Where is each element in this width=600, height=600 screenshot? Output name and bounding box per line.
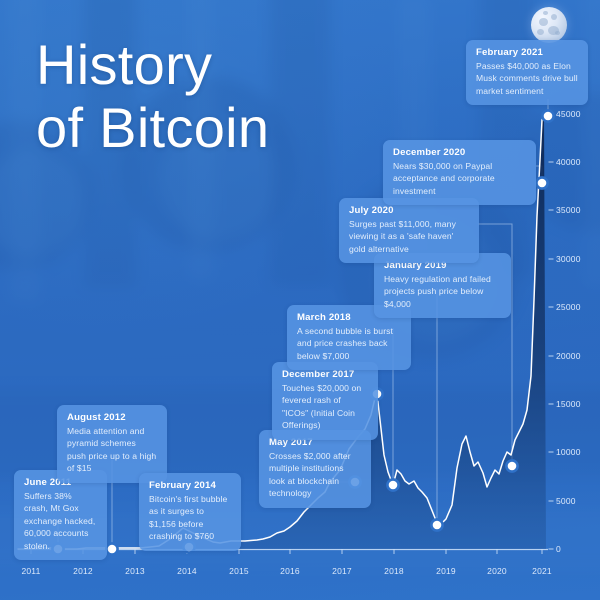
callout-january-2019[interactable]: January 2019 Heavy regulation and failed… [374, 253, 511, 319]
x-tick-2017: 2017 [332, 566, 352, 576]
y-axis-ticks [548, 113, 554, 550]
callout-description: Suffers 38% crash, Mt Gox exchange hacke… [24, 491, 96, 551]
callout-description: Crosses $2,000 after multiple institutio… [269, 451, 351, 499]
x-tick-2020: 2020 [487, 566, 507, 576]
callout-date: May 2017 [269, 437, 313, 448]
callout-december-2020[interactable]: December 2020 Nears $30,000 on Paypal ac… [383, 140, 536, 206]
callout-date: August 2012 [67, 412, 126, 423]
x-tick-2016: 2016 [280, 566, 300, 576]
callout-date: February 2021 [476, 47, 544, 58]
moon-icon [531, 7, 567, 43]
callout-february-2021[interactable]: February 2021 Passes $40,000 as Elon Mus… [466, 40, 588, 106]
callout-description: Media attention and pyramid schemes push… [67, 426, 157, 474]
y-tick-20000: 20000 [556, 351, 581, 361]
callout-may-2017[interactable]: May 2017 Crosses $2,000 after multiple i… [259, 430, 371, 508]
callout-date: January 2019 [384, 260, 447, 271]
callout-june-2011[interactable]: June 2011 Suffers 38% crash, Mt Gox exch… [14, 470, 107, 561]
callout-date: March 2018 [297, 312, 351, 323]
callout-date: December 2020 [393, 147, 466, 158]
x-tick-2015: 2015 [229, 566, 249, 576]
leader-line-july-2020 [478, 223, 513, 466]
y-tick-35000: 35000 [556, 205, 581, 215]
callout-description: Nears $30,000 on Paypal acceptance and c… [393, 161, 495, 196]
marker-december-2020 [535, 176, 549, 190]
price-area-fill [18, 116, 546, 549]
page-title-line-1: History [36, 33, 213, 96]
callout-february-2014[interactable]: February 2014 Bitcoin's first bubble as … [139, 473, 241, 551]
callout-december-2017[interactable]: December 2017 Touches $20,000 on fevered… [272, 362, 378, 440]
callout-description: A second bubble is burst and price crash… [297, 326, 394, 361]
x-tick-2018: 2018 [384, 566, 404, 576]
y-tick-25000: 25000 [556, 302, 581, 312]
y-tick-40000: 40000 [556, 157, 581, 167]
callout-description: Surges past $11,000, many viewing it as … [349, 219, 456, 254]
y-tick-10000: 10000 [556, 447, 581, 457]
callout-july-2020[interactable]: July 2020 Surges past $11,000, many view… [339, 198, 479, 264]
callout-date: December 2017 [282, 369, 355, 380]
marker-january-2019 [430, 518, 444, 532]
callout-description: Bitcoin's first bubble as it surges to $… [149, 494, 228, 542]
y-tick-45000: 45000 [556, 109, 581, 119]
y-tick-30000: 30000 [556, 254, 581, 264]
y-tick-0: 0 [556, 544, 561, 554]
marker-july-2020 [505, 459, 519, 473]
callout-description: Passes $40,000 as Elon Musk comments dri… [476, 61, 578, 96]
callout-date: June 2011 [24, 477, 72, 488]
marker-february-2021 [541, 109, 555, 123]
y-tick-15000: 15000 [556, 399, 581, 409]
page-title: History of Bitcoin [36, 33, 270, 159]
marker-march-2018 [386, 478, 400, 492]
callout-date: July 2020 [349, 205, 394, 216]
callout-august-2012[interactable]: August 2012 Media attention and pyramid … [57, 405, 167, 483]
x-tick-2012: 2012 [73, 566, 93, 576]
x-tick-2014: 2014 [177, 566, 197, 576]
callout-date: February 2014 [149, 480, 217, 491]
x-tick-2019: 2019 [436, 566, 456, 576]
callout-description: Heavy regulation and failed projects pus… [384, 274, 491, 309]
marker-august-2012 [105, 542, 119, 556]
page-title-line-2: of Bitcoin [36, 95, 270, 159]
x-tick-2011: 2011 [21, 566, 41, 576]
y-tick-5000: 5000 [556, 496, 576, 506]
x-tick-2013: 2013 [125, 566, 145, 576]
x-tick-2021: 2021 [532, 566, 552, 576]
callout-description: Touches $20,000 on fevered rash of "ICOs… [282, 383, 362, 431]
